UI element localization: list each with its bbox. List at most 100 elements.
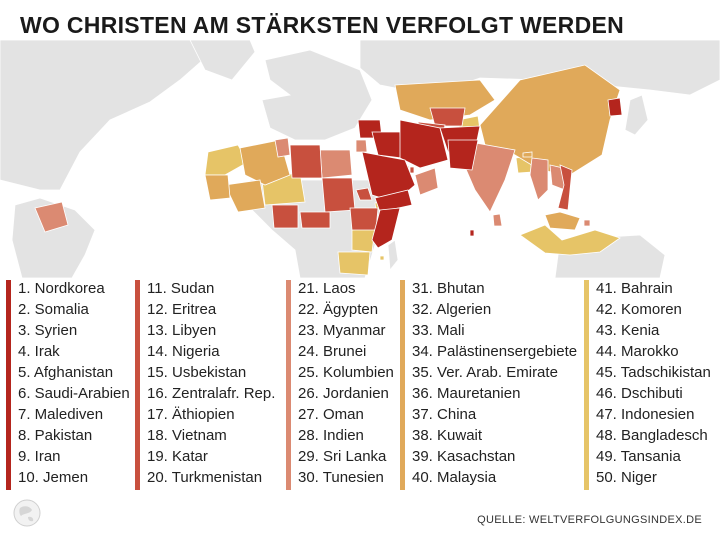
legend-item: 9. Iran — [18, 448, 61, 465]
legend-item: 38. Kuwait — [412, 427, 483, 444]
country-kasachstan — [394, 79, 496, 121]
country-komoren — [379, 255, 385, 261]
legend-item: 49. Tansania — [596, 448, 681, 465]
globe-logo-icon — [13, 499, 41, 527]
legend-item: 13. Libyen — [147, 322, 217, 339]
country-zentralafr-rep — [299, 211, 331, 229]
legend-item: 39. Kasachstan — [412, 448, 516, 465]
legend-item: 35. Ver. Arab. Emirate — [412, 364, 558, 381]
legend-item: 1. Nordkorea — [18, 280, 105, 297]
legend-item: 23. Myanmar — [298, 322, 386, 339]
legend-item: 24. Brunei — [298, 343, 367, 360]
legend-color-bar — [400, 280, 405, 490]
legend-item: 12. Eritrea — [147, 301, 217, 318]
legend-item: 6. Saudi-Arabien — [18, 385, 130, 402]
country-katar — [409, 166, 415, 174]
country-aethiopien — [349, 207, 379, 231]
country-indonesien — [519, 224, 621, 256]
south-america-landmass — [11, 197, 96, 278]
legend-color-bar — [135, 280, 140, 490]
country-somalia — [371, 207, 401, 249]
legend-item: 32. Algerien — [412, 301, 492, 318]
country-marokko — [204, 144, 249, 176]
country-irak — [371, 131, 403, 159]
japan-landmass — [624, 94, 649, 136]
country-jordanien — [355, 139, 368, 153]
europe-landmass — [261, 49, 373, 141]
legend-item: 29. Sri Lanka — [298, 448, 387, 465]
legend-item: 48. Bangladesch — [596, 427, 708, 444]
legend-item: 33. Mali — [412, 322, 465, 339]
legend-item: 15. Usbekistan — [147, 364, 247, 381]
legend-item: 8. Pakistan — [18, 427, 93, 444]
country-malediven — [469, 229, 475, 237]
legend-item: 44. Marokko — [596, 343, 679, 360]
legend-item: 30. Tunesien — [298, 469, 384, 486]
legend-item: 4. Irak — [18, 343, 60, 360]
country-vietnam — [557, 164, 573, 211]
legend-item: 43. Kenia — [596, 322, 660, 339]
legend-item: 36. Mauretanien — [412, 385, 521, 402]
country-mauretanien — [204, 174, 231, 201]
legend-item: 11. Sudan — [147, 280, 215, 297]
country-libyen — [289, 144, 323, 179]
country-nordkorea — [607, 97, 623, 117]
country-tansania — [337, 251, 371, 276]
country-iran — [399, 119, 449, 169]
legend-item: 25. Kolumbien — [298, 364, 394, 381]
legend-item: 28. Indien — [298, 427, 364, 444]
country-oman — [414, 167, 439, 196]
legend-item: 50. Niger — [596, 469, 657, 486]
greenland-landmass — [189, 40, 256, 81]
country-kenia — [351, 227, 376, 253]
world-map — [0, 40, 720, 278]
map-title: WO CHRISTEN AM STÄRKSTEN VERFOLGT WERDEN — [20, 12, 625, 38]
source-credit: QUELLE: WELTVERFOLGUNGSINDEX.DE — [477, 514, 702, 526]
legend-item: 10. Jemen — [18, 469, 89, 486]
country-mali — [224, 179, 266, 213]
country-brunei — [583, 219, 591, 227]
legend-item: 46. Dschibuti — [596, 385, 683, 402]
country-nigeria — [271, 204, 299, 229]
north-america-landmass — [0, 40, 206, 191]
legend-item: 18. Vietnam — [147, 427, 227, 444]
ranking-legend: 1. Nordkorea 2. Somalia 3. Syrien 4. Ira… — [0, 278, 720, 490]
legend-item: 14. Nigeria — [147, 343, 220, 360]
madagascar-landmass — [387, 239, 399, 272]
country-eritrea — [355, 187, 373, 201]
legend-item: 31. Bhutan — [412, 280, 485, 297]
country-sudan — [321, 177, 356, 213]
country-myanmar — [529, 157, 549, 201]
legend-item: 16. Zentralafr. Rep. — [147, 385, 276, 402]
legend-item: 22. Ägypten — [298, 301, 379, 318]
country-jemen — [374, 189, 413, 213]
legend-item: 19. Katar — [147, 448, 208, 465]
legend-item: 45. Tadschikistan — [596, 364, 711, 381]
legend-item: 7. Malediven — [18, 406, 104, 423]
legend-item: 17. Äthiopien — [147, 406, 235, 423]
legend-item: 21. Laos — [298, 280, 356, 297]
legend-item: 34. Palästinensergebiete — [412, 343, 578, 360]
legend-item: 41. Bahrain — [596, 280, 673, 297]
country-bhutan — [522, 151, 533, 158]
legend-item: 20. Turkmenistan — [147, 469, 263, 486]
legend-item: 26. Jordanien — [298, 385, 389, 402]
legend-color-bar — [286, 280, 291, 490]
legend-color-bar — [6, 280, 11, 490]
country-usbekistan — [429, 107, 466, 127]
country-pakistan — [447, 139, 479, 171]
legend-item: 37. China — [412, 406, 477, 423]
legend-item: 5. Afghanistan — [18, 364, 114, 381]
country-aegypten — [319, 149, 353, 179]
country-sri-lanka — [492, 213, 503, 227]
legend-item: 3. Syrien — [18, 322, 78, 339]
country-malaysia — [544, 211, 581, 231]
legend-item: 2. Somalia — [18, 301, 89, 318]
legend-item: 42. Komoren — [596, 301, 682, 318]
legend-item: 47. Indonesien — [596, 406, 695, 423]
country-tunesien — [274, 137, 291, 158]
country-kolumbien — [34, 201, 69, 233]
legend-item: 40. Malaysia — [412, 469, 497, 486]
legend-color-bar — [584, 280, 589, 490]
legend-item: 27. Oman — [298, 406, 364, 423]
